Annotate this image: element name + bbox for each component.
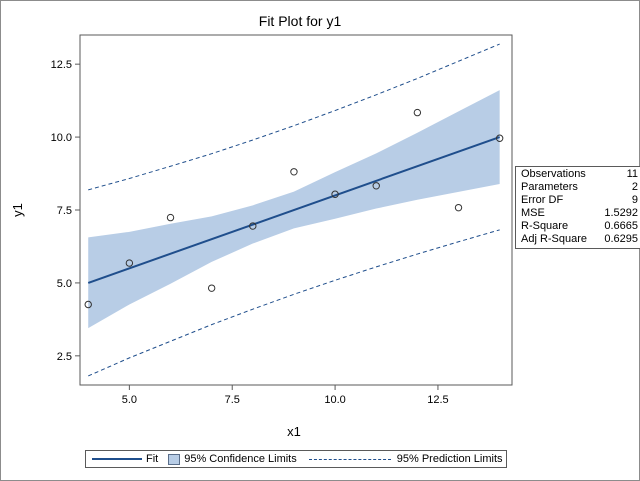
stat-row: Error DF 9 bbox=[516, 194, 640, 207]
data-point bbox=[125, 259, 134, 267]
fit-line-swatch bbox=[92, 458, 142, 460]
stat-row: MSE 1.5292 bbox=[516, 207, 640, 220]
legend-item-prediction: 95% Prediction Limits bbox=[308, 453, 503, 465]
stat-row: Adj R-Square 0.6295 bbox=[516, 233, 640, 246]
stat-value: 0.6295 bbox=[604, 233, 638, 245]
y-tick-label: 5.0 bbox=[57, 278, 72, 290]
stat-value: 2 bbox=[631, 181, 638, 193]
chart-title: Fit Plot for y1 bbox=[259, 13, 342, 29]
data-point bbox=[207, 284, 216, 292]
fit-line bbox=[87, 136, 500, 284]
confidence-band-swatch bbox=[168, 453, 181, 465]
stat-label: Parameters bbox=[521, 181, 578, 193]
y-axis: 2.5 5.0 7.5 10.0 12.5 bbox=[51, 59, 80, 363]
y-tick-label: 10.0 bbox=[51, 132, 72, 144]
stat-label: MSE bbox=[521, 207, 545, 219]
fit-line-layer bbox=[87, 136, 500, 284]
x-axis: 5.0 7.5 10.0 12.5 bbox=[122, 385, 449, 406]
data-point bbox=[495, 134, 504, 142]
legend-item-fit: Fit bbox=[92, 453, 158, 465]
stat-label: Observations bbox=[521, 168, 586, 180]
x-tick-label: 5.0 bbox=[122, 394, 137, 406]
stat-value: 11 bbox=[626, 168, 638, 180]
stat-row: Parameters 2 bbox=[516, 181, 640, 194]
data-point bbox=[290, 168, 298, 176]
stat-label: Error DF bbox=[521, 194, 564, 206]
x-tick-label: 12.5 bbox=[427, 394, 448, 406]
fit-statistics-table: Observations 11 Parameters 2 Error DF 9 MSE 1.5… bbox=[515, 166, 640, 249]
data-point bbox=[454, 203, 463, 212]
x-tick-label: 10.0 bbox=[324, 394, 345, 406]
data-point bbox=[413, 108, 422, 117]
stat-row: R-Square 0.6665 bbox=[516, 220, 640, 233]
legend-item-confidence: 95% Confidence Limits bbox=[168, 453, 297, 465]
stat-value: 9 bbox=[631, 194, 638, 206]
prediction-limit-lower bbox=[88, 229, 500, 377]
stat-row: Observations 11 bbox=[516, 168, 640, 181]
prediction-limits-layer bbox=[88, 43, 500, 377]
stat-label: R-Square bbox=[521, 220, 569, 232]
y-tick-label: 12.5 bbox=[51, 59, 72, 71]
data-point bbox=[249, 222, 257, 230]
data-point bbox=[84, 300, 92, 309]
stat-label: Adj R-Square bbox=[521, 233, 588, 245]
x-tick-label: 7.5 bbox=[225, 394, 240, 406]
y-tick-label: 2.5 bbox=[57, 351, 72, 363]
prediction-limit-upper bbox=[88, 43, 500, 191]
y-axis-title: y1 bbox=[10, 203, 25, 217]
stat-value: 0.6665 bbox=[604, 220, 638, 232]
prediction-line-swatch bbox=[308, 458, 391, 460]
x-axis-title: x1 bbox=[287, 424, 301, 439]
legend-label-prediction: 95% Prediction Limits bbox=[396, 453, 503, 465]
data-point bbox=[166, 213, 175, 222]
y-tick-label: 7.5 bbox=[57, 205, 72, 217]
stat-value: 1.5292 bbox=[604, 207, 638, 219]
points-layer bbox=[84, 108, 504, 309]
data-point bbox=[331, 190, 339, 198]
legend: Fit 95% Confidence Limits 95% Prediction… bbox=[85, 450, 507, 468]
data-point bbox=[372, 182, 380, 190]
legend-label-fit: Fit bbox=[146, 453, 159, 465]
legend-label-confidence: 95% Confidence Limits bbox=[184, 453, 297, 465]
